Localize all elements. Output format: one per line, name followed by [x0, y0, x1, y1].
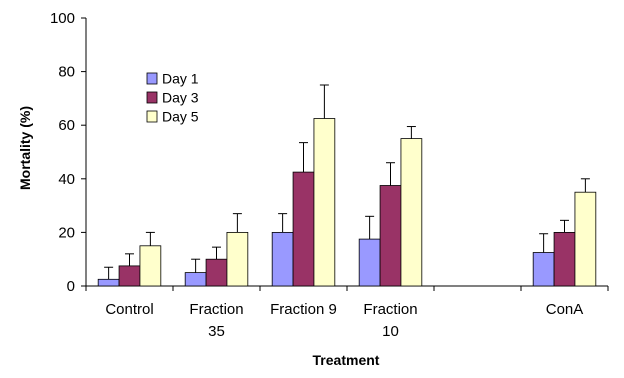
bar [313, 118, 336, 287]
bar [292, 171, 315, 287]
x-tick-label: 35 [208, 323, 225, 340]
x-tick-label: 10 [382, 323, 399, 340]
y-tick-label: 60 [58, 117, 75, 134]
bar [139, 245, 162, 287]
bar [574, 191, 597, 287]
x-tick-label: Fraction [189, 301, 243, 318]
bar [205, 258, 228, 287]
bar [358, 238, 381, 287]
bar [532, 252, 555, 287]
bar [553, 231, 576, 287]
y-axis-title: Mortality (%) [17, 106, 33, 190]
legend-swatch [146, 72, 158, 85]
x-tick-label: ConA [546, 301, 584, 318]
legend-label: Day 3 [162, 90, 199, 106]
y-tick-label: 100 [50, 10, 75, 27]
y-tick-label: 80 [58, 64, 75, 81]
legend: Day 1 Day 3 Day 5 [146, 71, 199, 125]
x-tick-label: Fraction [363, 301, 417, 318]
y-tick-label: 0 [67, 278, 75, 295]
legend-swatch [146, 110, 158, 123]
x-tick-label: Fraction 9 [270, 301, 337, 318]
legend-swatch [146, 91, 158, 104]
bar [400, 138, 423, 287]
y-tick-label: 20 [58, 224, 75, 241]
y-tick-label: 40 [58, 171, 75, 188]
bars [97, 118, 597, 287]
legend-label: Day 5 [162, 109, 199, 125]
bar [379, 185, 402, 287]
bar [226, 231, 249, 287]
bar [184, 272, 207, 287]
legend-label: Day 1 [162, 71, 199, 87]
error-bars [104, 84, 590, 280]
labels: 0 20 40 60 80 100 Control Fraction 35 Fraction 9 F… [50, 10, 583, 340]
bar [271, 231, 294, 287]
x-axis-title: Treatment [313, 352, 380, 368]
bar [97, 278, 120, 287]
x-tick-label: Control [105, 301, 153, 318]
axes [81, 17, 609, 291]
bar [118, 265, 141, 287]
